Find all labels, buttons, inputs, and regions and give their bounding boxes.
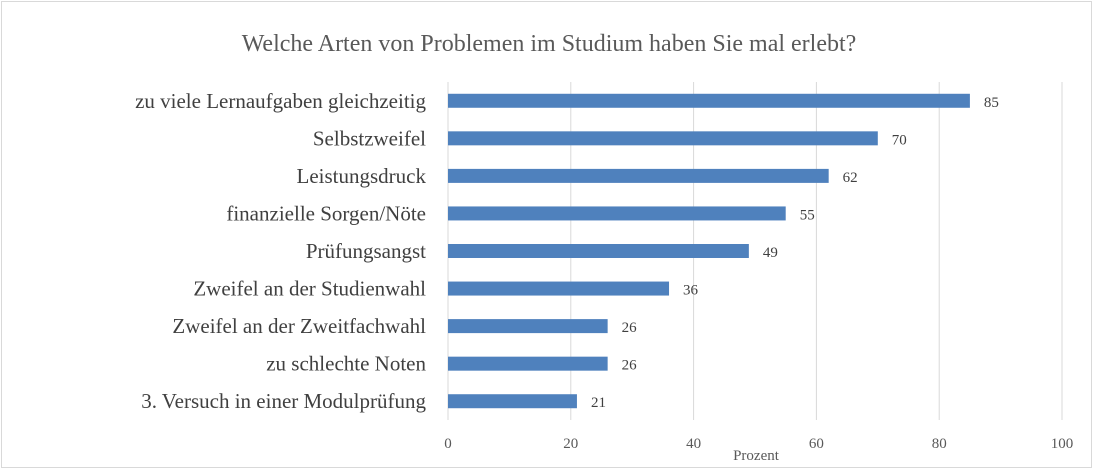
x-tick-label: 40 bbox=[686, 436, 701, 452]
x-tick-labels: 0 20 40 60 80 100 bbox=[444, 436, 1073, 452]
x-tick-label: 100 bbox=[1051, 436, 1074, 452]
x-tick-label: 20 bbox=[563, 436, 578, 452]
data-label: 26 bbox=[622, 320, 638, 336]
bar bbox=[448, 319, 608, 334]
category-label: Prüfungsangst bbox=[306, 239, 426, 263]
bar bbox=[448, 131, 878, 146]
category-label: Zweifel an der Studienwahl bbox=[193, 277, 426, 301]
category-label: Selbstzweifel bbox=[313, 126, 426, 150]
data-label: 85 bbox=[984, 95, 999, 111]
category-labels: zu viele Lernaufgaben gleichzeitig Selbst… bbox=[135, 89, 426, 413]
data-label: 49 bbox=[763, 245, 778, 261]
chart-title: Welche Arten von Problemen im Studium ha… bbox=[242, 31, 857, 57]
data-label: 36 bbox=[683, 283, 699, 299]
bar bbox=[448, 394, 577, 409]
bar bbox=[448, 281, 670, 296]
bar bbox=[448, 93, 970, 108]
x-axis-label: Prozent bbox=[733, 448, 780, 464]
data-label: 55 bbox=[800, 207, 815, 223]
bar bbox=[448, 244, 749, 258]
category-label: finanzielle Sorgen/Nöte bbox=[226, 201, 426, 225]
category-label: Zweifel an der Zweitfachwahl bbox=[172, 314, 426, 338]
data-labels: 85 70 62 55 49 36 26 26 21 bbox=[591, 95, 999, 411]
bar bbox=[448, 168, 829, 183]
data-label: 70 bbox=[892, 132, 907, 148]
bar bbox=[448, 356, 608, 371]
category-label: zu viele Lernaufgaben gleichzeitig bbox=[135, 89, 426, 113]
x-tick-label: 80 bbox=[932, 436, 947, 452]
data-label: 26 bbox=[622, 358, 638, 374]
category-label: Leistungsdruck bbox=[297, 164, 427, 188]
bar bbox=[448, 206, 786, 221]
x-tick-label: 0 bbox=[444, 436, 452, 452]
data-label: 62 bbox=[843, 170, 858, 186]
data-label: 21 bbox=[591, 395, 606, 411]
category-label: zu schlechte Noten bbox=[266, 352, 426, 376]
x-tick-label: 60 bbox=[809, 436, 824, 452]
bars bbox=[448, 93, 970, 409]
category-label: 3. Versuch in einer Modulprüfung bbox=[141, 389, 426, 413]
